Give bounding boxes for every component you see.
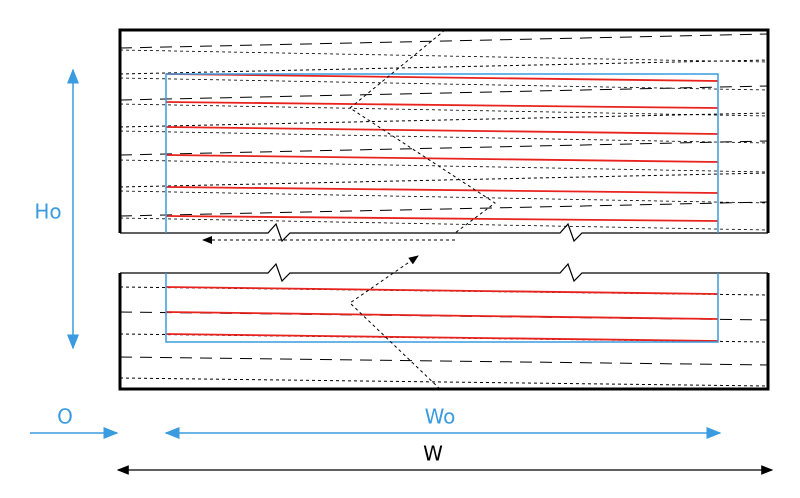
red-line — [165, 311, 719, 320]
drawing — [119, 33, 769, 387]
dashed-line — [119, 140, 769, 156]
red-line — [165, 186, 719, 194]
red-line — [165, 215, 719, 222]
width-label: W — [423, 442, 443, 466]
offset-label: O — [57, 405, 73, 429]
red-line — [165, 73, 719, 82]
path-arrow — [349, 255, 441, 390]
break-line — [120, 262, 768, 283]
dashed-line — [119, 356, 769, 366]
dashed-line — [119, 217, 769, 231]
dashed-line — [119, 201, 769, 217]
dashed-line — [119, 59, 769, 75]
dashed-line — [119, 172, 769, 188]
height-label: Ho — [34, 200, 61, 224]
offset-area — [165, 273, 719, 343]
dashed-line — [119, 77, 769, 91]
red-line — [165, 126, 719, 135]
dashed-line — [119, 49, 769, 63]
offset-area — [165, 73, 719, 233]
red-line — [165, 101, 719, 109]
path — [349, 29, 496, 234]
dashed-line — [119, 130, 769, 144]
dashed-line — [119, 85, 769, 101]
red-line — [165, 286, 719, 295]
red-line — [165, 333, 719, 342]
red-line — [165, 154, 719, 163]
dashed-line — [119, 33, 769, 49]
dashed-line — [119, 103, 769, 117]
break-line — [120, 222, 768, 243]
dashed-line — [119, 377, 769, 387]
dashed-line — [119, 159, 769, 173]
dashed-line — [119, 190, 769, 204]
top-panel — [118, 28, 770, 233]
width-offset-label: Wo — [425, 405, 456, 429]
bottom-panel — [118, 273, 770, 391]
dashed-line — [119, 112, 769, 128]
